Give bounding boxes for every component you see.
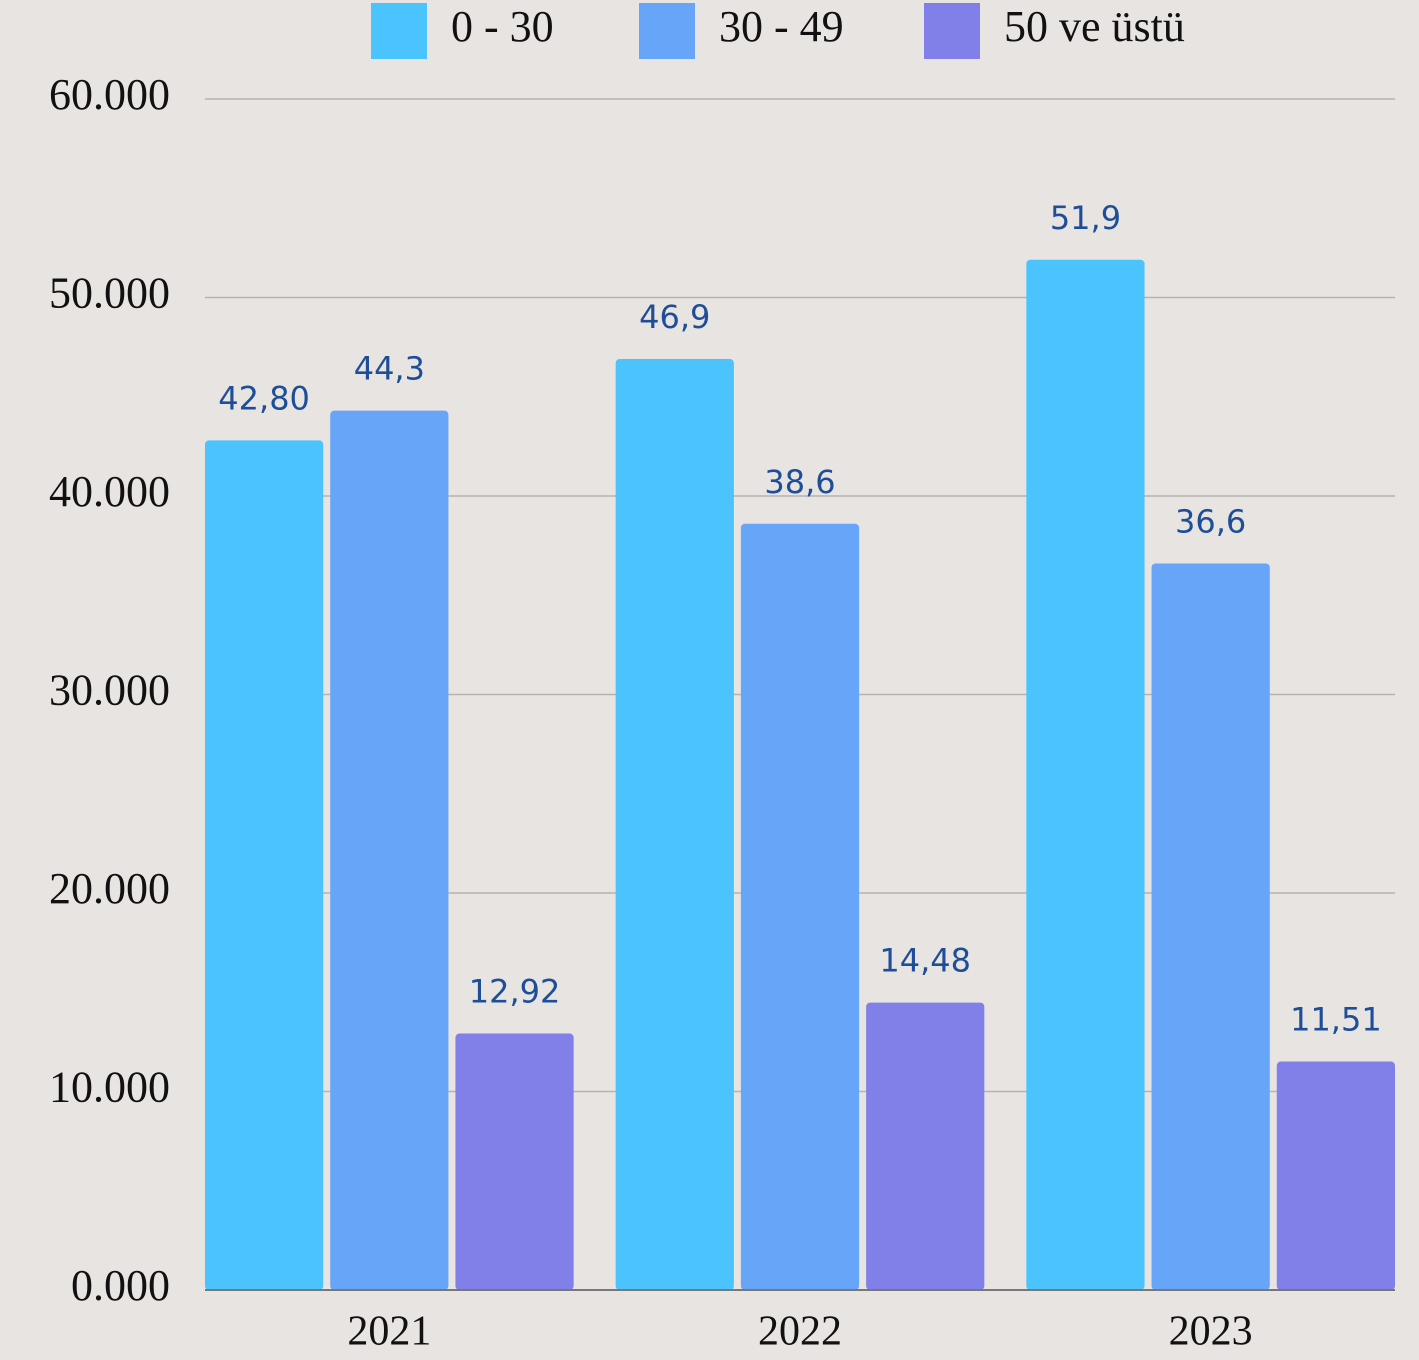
data-label: 14,48 bbox=[879, 942, 971, 980]
legend-swatch bbox=[371, 3, 427, 59]
y-tick-label: 0.000 bbox=[71, 1261, 170, 1310]
y-tick-label: 60.000 bbox=[49, 70, 170, 119]
data-label: 46,9 bbox=[639, 298, 710, 336]
y-tick-label: 10.000 bbox=[49, 1063, 170, 1112]
y-tick-label: 30.000 bbox=[49, 666, 170, 715]
legend-label: 50 ve üstü bbox=[1004, 2, 1185, 51]
x-tick-label: 2021 bbox=[347, 1309, 431, 1355]
bar bbox=[1151, 563, 1270, 1290]
y-tick-label: 50.000 bbox=[49, 269, 170, 318]
data-label: 11,51 bbox=[1290, 1001, 1382, 1039]
bar bbox=[740, 523, 860, 1290]
bar bbox=[1026, 259, 1145, 1290]
y-tick-label: 40.000 bbox=[49, 467, 170, 516]
bar bbox=[455, 1033, 574, 1290]
data-label: 38,6 bbox=[764, 463, 835, 501]
legend-swatch bbox=[639, 3, 695, 59]
x-tick-label: 2022 bbox=[758, 1309, 842, 1355]
data-label: 36,6 bbox=[1175, 502, 1246, 540]
data-label: 44,3 bbox=[354, 350, 425, 388]
bar bbox=[615, 359, 734, 1290]
data-label: 51,9 bbox=[1050, 199, 1121, 237]
bar bbox=[1276, 1061, 1395, 1290]
legend-swatch bbox=[924, 3, 980, 59]
bar bbox=[866, 1002, 985, 1290]
data-label: 12,92 bbox=[469, 973, 561, 1011]
bar bbox=[330, 410, 449, 1290]
legend-label: 0 - 30 bbox=[451, 2, 554, 51]
x-tick-label: 2023 bbox=[1169, 1309, 1253, 1355]
data-label: 42,80 bbox=[218, 379, 310, 417]
legend-label: 30 - 49 bbox=[719, 2, 844, 51]
y-tick-label: 20.000 bbox=[49, 864, 170, 913]
bar bbox=[205, 440, 324, 1290]
